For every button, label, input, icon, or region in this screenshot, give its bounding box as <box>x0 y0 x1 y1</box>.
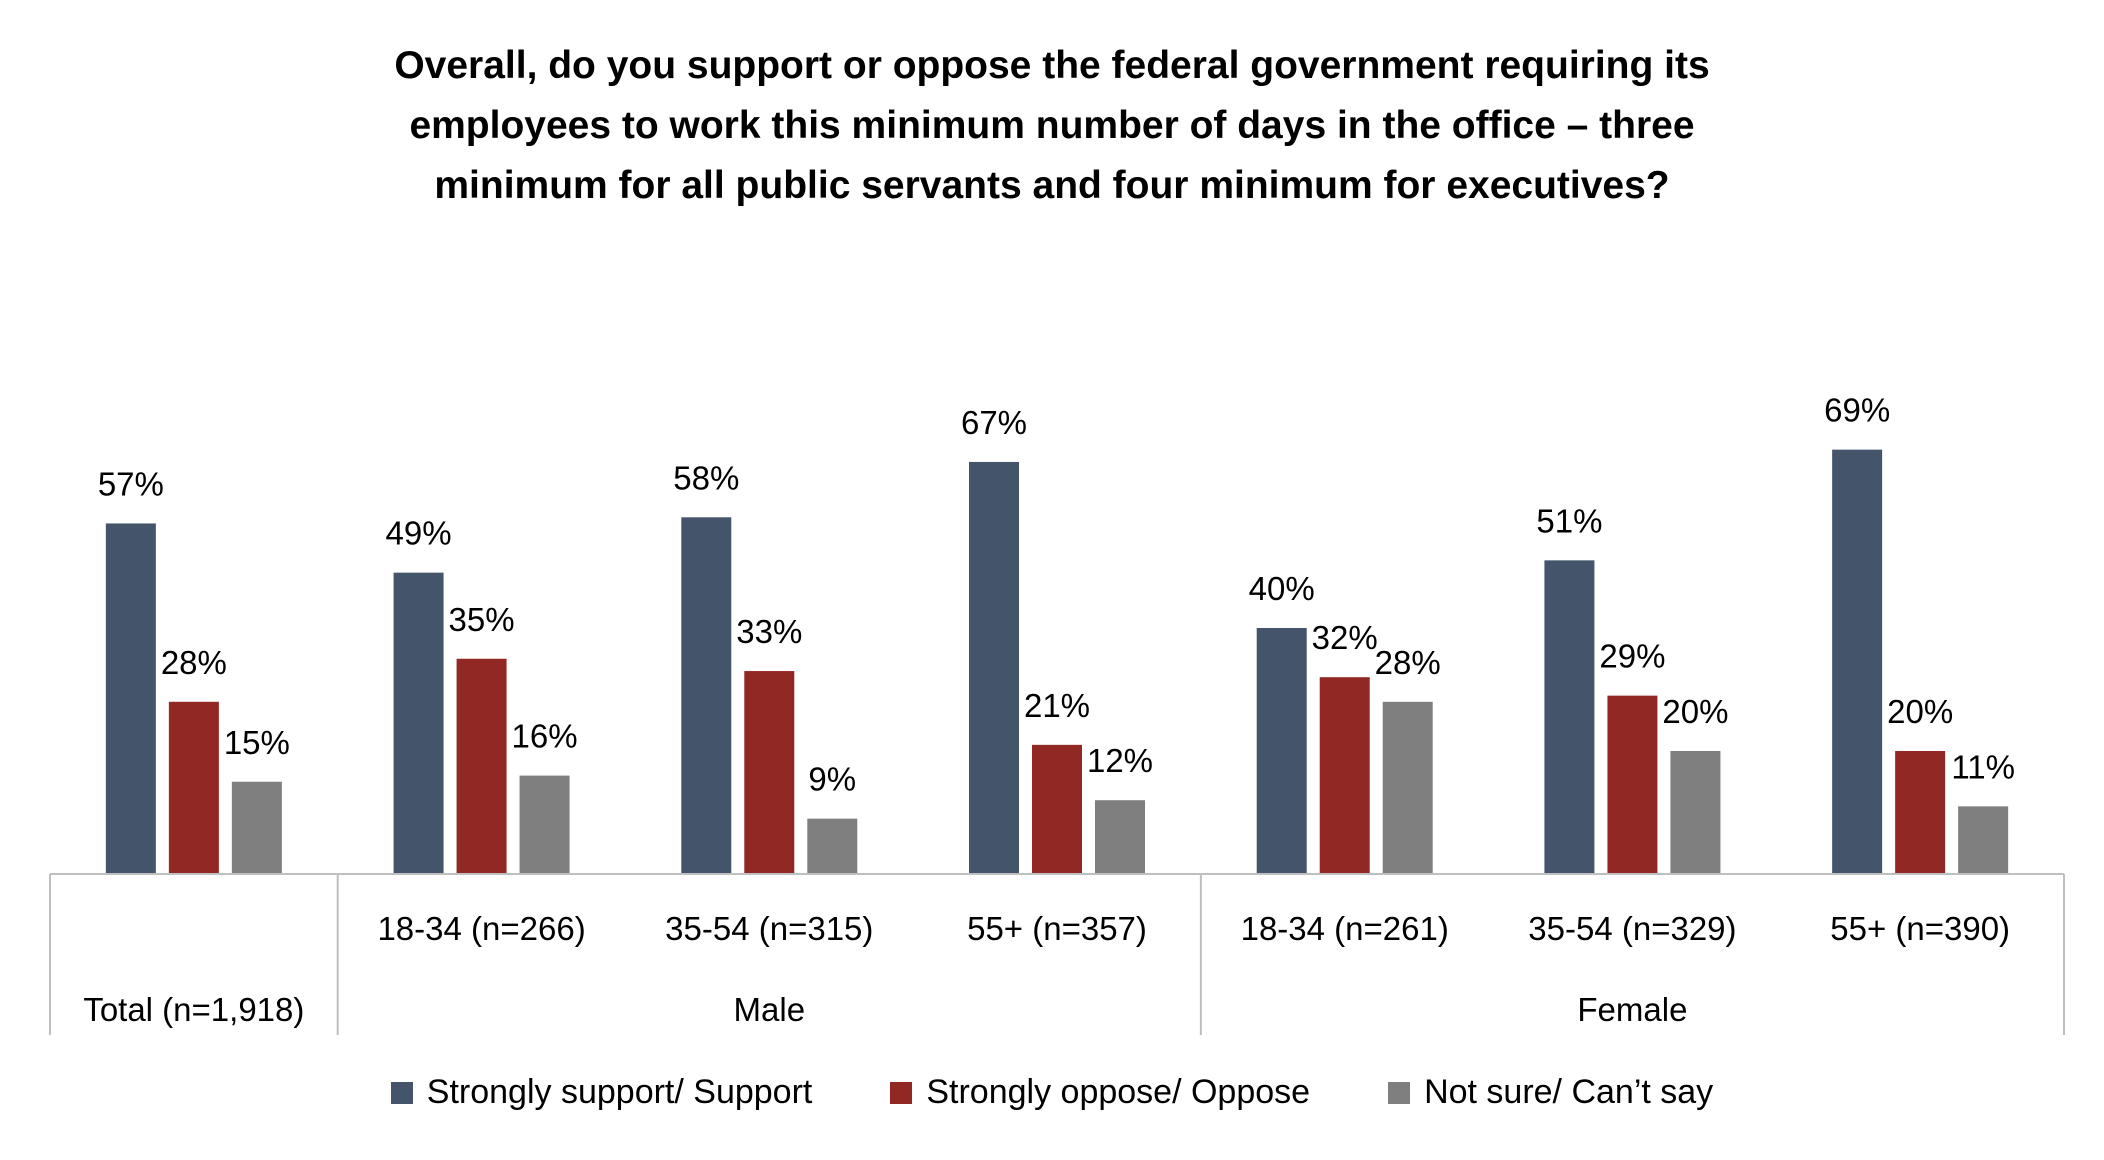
bar-s1-c0 <box>168 701 219 874</box>
bar-s1-c2 <box>744 671 795 874</box>
category-label-1-0: 18-34 (n=266) <box>377 910 585 947</box>
chart-title-line-3: minimum for all public servants and four… <box>434 164 1670 207</box>
bar-s1-c1 <box>456 658 507 874</box>
data-label-s2-c0: 15% <box>224 724 290 761</box>
legend-item-support: Strongly support/ Support <box>390 1073 813 1112</box>
bar-s0-c5 <box>1544 560 1595 874</box>
legend-label-oppose: Strongly oppose/ Oppose <box>926 1073 1311 1111</box>
data-label-s2-c1: 16% <box>512 718 578 755</box>
chart-title: Overall, do you support or oppose the fe… <box>200 36 1904 216</box>
data-label-s2-c4: 28% <box>1375 644 1441 681</box>
bar-s2-c2 <box>807 818 858 874</box>
legend-swatch-not-sure <box>1388 1081 1411 1104</box>
category-label-2-2: 55+ (n=390) <box>1830 910 2010 947</box>
bar-s2-c6 <box>1958 806 2009 874</box>
bar-s2-c1 <box>519 775 570 874</box>
data-label-s1-c6: 20% <box>1887 693 1953 730</box>
bar-s2-c0 <box>231 781 282 874</box>
chart-title-line-1: Overall, do you support or oppose the fe… <box>394 44 1710 87</box>
category-label-1-1: 35-54 (n=315) <box>665 910 873 947</box>
category-label-2-0: 18-34 (n=261) <box>1241 910 1449 947</box>
data-label-s2-c6: 11% <box>1951 748 2015 785</box>
bar-s1-c3 <box>1032 744 1082 874</box>
bar-s1-c4 <box>1319 677 1370 874</box>
legend-swatch-oppose <box>890 1081 913 1104</box>
bar-s0-c6 <box>1832 449 1883 874</box>
legend: Strongly support/ Support Strongly oppos… <box>0 1073 2104 1112</box>
bar-s1-c6 <box>1895 751 1946 874</box>
category-label-2-1: 35-54 (n=329) <box>1528 910 1736 947</box>
group-label-2: Female <box>1577 991 1687 1028</box>
bar-s0-c1 <box>393 572 444 874</box>
data-label-s1-c5: 29% <box>1599 638 1665 675</box>
data-label-s1-c3: 21% <box>1024 687 1090 724</box>
bar-s2-c3 <box>1095 800 1145 874</box>
legend-label-not-sure: Not sure/ Can’t say <box>1424 1073 1714 1111</box>
bar-s2-c5 <box>1670 751 1721 874</box>
data-label-s0-c1: 49% <box>386 515 452 552</box>
bar-s0-c2 <box>681 517 732 874</box>
data-label-s0-c2: 58% <box>673 459 739 496</box>
data-label-s1-c4: 32% <box>1312 619 1378 656</box>
data-label-s0-c4: 40% <box>1249 570 1315 607</box>
data-label-s2-c2: 9% <box>808 761 856 798</box>
legend-item-oppose: Strongly oppose/ Oppose <box>890 1073 1310 1112</box>
group-label-0: Total (n=1,918) <box>83 991 304 1028</box>
bar-s0-c4 <box>1256 628 1307 874</box>
data-label-s0-c3: 67% <box>961 404 1027 441</box>
bar-s0-c3 <box>969 461 1019 874</box>
bar-s2-c4 <box>1382 701 1433 874</box>
chart-title-line-2: employees to work this minimum number of… <box>409 104 1695 147</box>
data-label-s2-c3: 12% <box>1087 742 1153 779</box>
group-label-1: Male <box>734 991 806 1028</box>
data-label-s0-c6: 69% <box>1824 392 1890 429</box>
data-label-s2-c5: 20% <box>1662 693 1728 730</box>
legend-item-not-sure: Not sure/ Can’t say <box>1388 1073 1713 1112</box>
bar-s0-c0 <box>105 523 156 874</box>
legend-swatch-support <box>390 1081 413 1104</box>
data-label-s1-c0: 28% <box>161 644 227 681</box>
legend-label-support: Strongly support/ Support <box>426 1073 813 1111</box>
data-label-s0-c0: 57% <box>98 465 164 502</box>
data-label-s1-c1: 35% <box>449 601 515 638</box>
bar-s1-c5 <box>1607 695 1658 874</box>
data-label-s1-c2: 33% <box>736 613 802 650</box>
category-label-1-2: 55+ (n=357) <box>967 910 1147 947</box>
data-label-s0-c5: 51% <box>1536 502 1602 539</box>
